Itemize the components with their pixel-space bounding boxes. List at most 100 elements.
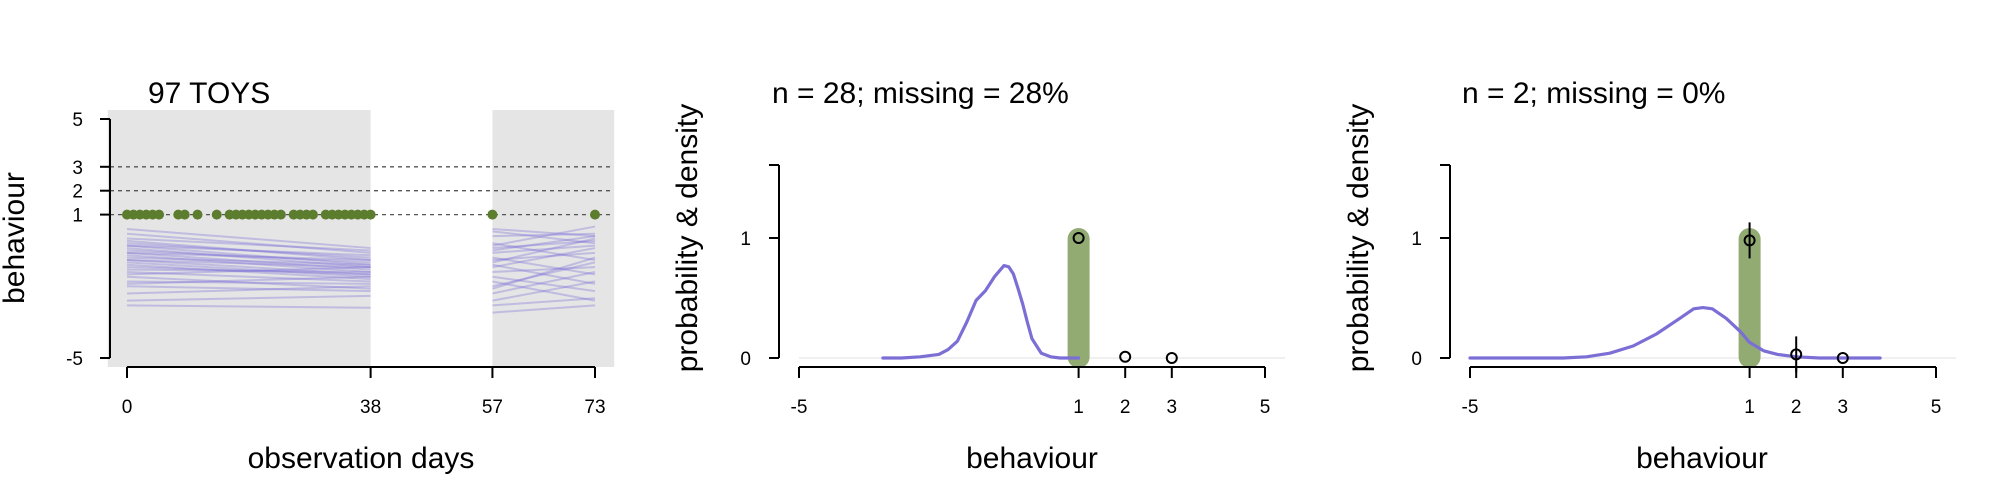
y-tick-label: -5 [66, 349, 83, 370]
trajectory-line [126, 261, 371, 278]
probability-bar [1738, 228, 1761, 368]
y-axis-label: probability & density [1342, 104, 1375, 372]
observed-point [307, 209, 318, 220]
observed-point [365, 209, 376, 220]
y-tick-label: 2 [72, 182, 83, 203]
trajectory-line [492, 304, 596, 314]
trajectory-line [492, 256, 596, 290]
x-axis-label: behaviour [1636, 442, 1768, 475]
y-tick-label: 1 [1411, 229, 1422, 250]
density-line [881, 264, 1081, 360]
observed-point [192, 209, 203, 220]
trajectory-line [126, 256, 371, 266]
x-tick-label: 0 [122, 397, 133, 418]
trajectory-line [126, 280, 371, 285]
probability-bar [1067, 228, 1090, 368]
x-tick-label: 3 [1838, 397, 1849, 418]
observed-point [211, 209, 222, 220]
observed-point [1790, 348, 1803, 361]
x-tick-label: 1 [1744, 397, 1755, 418]
trajectory-line [126, 227, 371, 250]
density-line [1468, 306, 1882, 360]
trajectory-line [492, 232, 596, 238]
panel-title: n = 2; missing = 0% [1462, 77, 1725, 110]
observed-point [179, 209, 190, 220]
panel-title: 97 TOYS [148, 77, 270, 110]
x-axis-label: behaviour [966, 442, 1098, 475]
observed-point [1836, 352, 1849, 364]
panel-trajectories: 5 3 2 1 -5 0 38 57 73 97 TOYS observation days b… [0, 77, 615, 475]
x-tick-label: 57 [482, 397, 503, 418]
trajectory-line [492, 270, 596, 295]
trajectory-line [126, 254, 371, 273]
observed-point [1165, 352, 1178, 364]
x-tick-label: 73 [584, 397, 605, 418]
observed-probabilities [1072, 232, 1178, 364]
trajectory-line [492, 263, 596, 285]
trajectory-line [492, 239, 596, 250]
x-tick-label: 2 [1120, 397, 1131, 418]
trajectory-line [126, 275, 371, 285]
trajectory-line [126, 259, 371, 276]
observed-point [1743, 234, 1756, 247]
panel-title: n = 28; missing = 28% [772, 77, 1069, 110]
observed-point [154, 209, 165, 220]
y-tick-label: 1 [72, 206, 83, 227]
axes: 5 3 2 1 -5 0 38 57 73 [66, 110, 605, 418]
trajectory-line [126, 247, 371, 269]
trajectory-line [492, 227, 596, 238]
trajectory-line [126, 259, 371, 269]
trajectory-line [126, 251, 371, 262]
trajectory-line [492, 247, 596, 269]
y-tick-label: 1 [740, 229, 751, 250]
probability-bar [1067, 228, 1090, 368]
trajectory-line [126, 263, 371, 281]
trajectory-line [126, 237, 371, 252]
x-tick-label: 2 [1791, 397, 1802, 418]
trajectory-line [126, 266, 371, 276]
trajectory-line [126, 285, 371, 293]
trajectory-line [126, 232, 371, 254]
x-tick-label: -5 [791, 397, 808, 418]
trajectory-line [492, 230, 596, 245]
trajectory-line [126, 285, 371, 295]
trajectory-line [126, 244, 371, 266]
trajectory-line [126, 242, 371, 259]
trajectory-line [492, 244, 596, 254]
trajectory-line [492, 280, 596, 302]
trajectory-line [492, 266, 596, 273]
trajectory-line [126, 266, 371, 276]
x-tick-label: 5 [1260, 397, 1271, 418]
x-tick-label: 38 [360, 397, 381, 418]
panel-distribution-1: 0 1 -5 1 2 3 5 n = 28; missing = 28% behaviour… [671, 77, 1285, 475]
observed-points [122, 209, 600, 220]
y-tick-label: 0 [740, 349, 751, 370]
trajectory-line [492, 280, 596, 302]
x-axis-label: observation days [248, 442, 475, 475]
trajectory-lines [126, 225, 596, 314]
observed-point [275, 209, 286, 220]
trajectory-line [492, 225, 596, 247]
trajectory-line [126, 268, 371, 273]
y-tick-label: 5 [72, 110, 83, 131]
observed-point [487, 209, 498, 220]
y-tick-label: 0 [1411, 349, 1422, 370]
y-axis-label: behaviour [0, 172, 31, 304]
x-tick-label: -5 [1462, 397, 1479, 418]
observed-point [1119, 350, 1132, 363]
panel-distribution-2: 0 1 -5 1 2 3 5 n = 2; missing = 0% behaviour p… [1342, 77, 1956, 475]
shaded-period-2 [492, 110, 615, 367]
trajectory-line [492, 237, 596, 264]
trajectory-line [126, 294, 371, 302]
x-tick-label: 1 [1073, 397, 1084, 418]
trajectory-line [492, 256, 596, 276]
observed-point [1072, 232, 1085, 244]
y-tick-label: 3 [72, 158, 83, 179]
trajectory-line [492, 275, 596, 293]
trajectory-line [126, 275, 371, 290]
trajectory-line [126, 244, 371, 257]
trajectory-line [492, 297, 596, 307]
trajectory-line [126, 249, 371, 264]
y-axis-label: probability & density [671, 104, 704, 372]
